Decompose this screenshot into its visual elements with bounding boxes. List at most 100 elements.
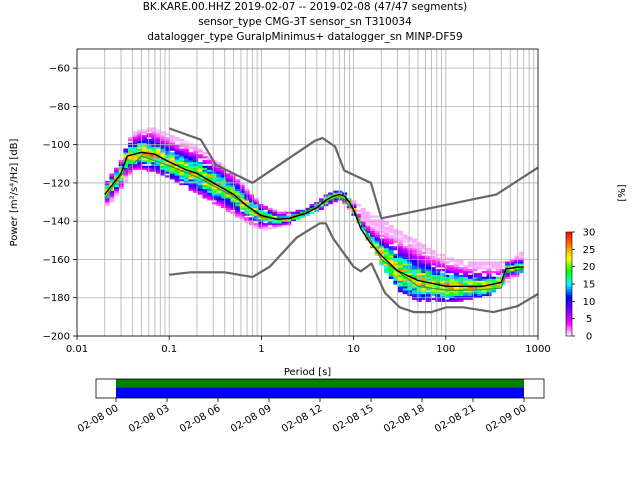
psd-histogram-cell [411,263,417,266]
psd-histogram-cell [225,179,231,182]
psd-histogram-cell [477,263,483,266]
psd-histogram-cell [398,278,403,281]
psd-histogram-cell [249,200,255,203]
psd-histogram-cell [160,171,166,174]
colorbar-segment [566,255,572,259]
psd-histogram-cell [253,215,259,218]
psd-histogram-cell [239,192,245,195]
psd-histogram-cell [239,213,245,216]
y-axis: −200 −180 −160 −140 −120 −100 −80 −60 [43,64,77,343]
psd-histogram-cell [281,211,287,214]
psd-histogram-cell [132,161,138,165]
psd-histogram-cell [393,228,399,232]
psd-histogram-cell [444,280,450,283]
psd-histogram-cell [193,154,199,157]
psd-histogram-cell [421,284,427,287]
psd-histogram-cell [295,211,301,214]
psd-histogram-cell [458,278,464,281]
psd-histogram-cell [202,169,208,172]
psd-histogram-cell [472,261,478,264]
psd-histogram-cell [435,297,441,300]
psd-histogram-cell [137,144,143,147]
psd-histogram-cell [221,175,227,178]
psd-histogram-cell [481,278,487,281]
psd-histogram-cell [202,196,208,199]
psd-histogram-cell [281,219,287,222]
coverage-tick-label: 02-08 15 [331,403,375,435]
psd-histogram-cell [151,163,157,167]
psd-histogram-cell [202,186,208,189]
psd-histogram-cell [384,232,390,235]
psd-histogram-cell [183,144,189,147]
psd-histogram-cell [230,190,236,193]
psd-histogram-cell [169,173,175,176]
psd-histogram-cell [495,261,501,264]
psd-histogram-cell [421,270,427,274]
psd-histogram-cell [435,290,441,293]
psd-histogram-cell [458,267,464,270]
psd-histogram-cell [486,291,492,295]
psd-histogram-cell [155,131,161,134]
psd-histogram-cell [193,156,199,159]
psd-histogram-cell [365,236,371,239]
psd-histogram-cell [365,228,371,232]
psd-histogram-cell [439,274,445,277]
psd-histogram-cell [407,244,413,247]
psd-histogram-cell [374,244,380,247]
psd-histogram-cell [132,158,138,161]
psd-histogram-cell [337,190,343,193]
psd-histogram-cell [463,272,469,276]
psd-histogram-cell [519,270,525,274]
psd-histogram-cell [132,131,138,134]
psd-histogram-cell [411,238,417,241]
psd-histogram-cell [169,152,175,155]
psd-histogram-cell [430,259,436,262]
psd-histogram-cell [160,133,166,136]
psd-histogram-cell [505,269,511,272]
coverage-tick-label: 02-08 09 [229,403,273,435]
psd-histogram-cell [225,181,231,184]
psd-histogram-cell [318,203,324,207]
psd-histogram-cell [374,230,380,233]
psd-histogram-cell [276,223,282,226]
psd-histogram-cell [430,257,436,260]
psd-histogram-cell [123,167,129,170]
psd-histogram-cell [398,263,403,266]
psd-histogram-cell [132,133,138,136]
psd-histogram-cell [407,280,413,283]
psd-histogram-cell [439,261,445,264]
psd-histogram-cell [384,261,390,264]
psd-histogram-cell [225,186,231,189]
psd-histogram-cell [188,159,194,163]
psd-histogram-cell [421,257,427,260]
psd-histogram-cell [193,181,199,184]
psd-histogram-cell [449,295,455,299]
psd-histogram-cell [174,137,180,140]
psd-histogram-cell [211,186,217,189]
psd-histogram-cell [290,219,296,222]
psd-histogram-cell [481,282,487,285]
psd-histogram-cell [225,207,231,211]
psd-histogram-cell [225,203,231,207]
psd-histogram-cell [486,290,492,293]
psd-histogram-cell [444,274,450,277]
psd-histogram-cell [258,205,264,209]
psd-histogram-cell [165,142,171,145]
title-line: BK.KARE.00.HHZ 2019-02-07 -- 2019-02-08 … [143,1,468,13]
psd-histogram-cell [411,261,417,264]
psd-histogram-cell [141,129,147,132]
psd-histogram-cell [197,148,203,151]
psd-histogram-cell [132,146,138,149]
psd-histogram-cell [188,177,194,180]
psd-histogram-cell [388,253,394,256]
psd-histogram-cell [179,173,185,176]
psd-histogram-cell [123,163,129,167]
psd-histogram-cell [235,186,241,189]
psd-histogram-cell [416,288,422,291]
psd-histogram-cell [416,261,422,264]
psd-histogram-cell [453,291,459,295]
psd-histogram-cell [239,190,245,193]
psd-histogram-cell [407,246,413,249]
psd-histogram-cell [221,184,227,188]
psd-histogram-cell [151,150,157,153]
